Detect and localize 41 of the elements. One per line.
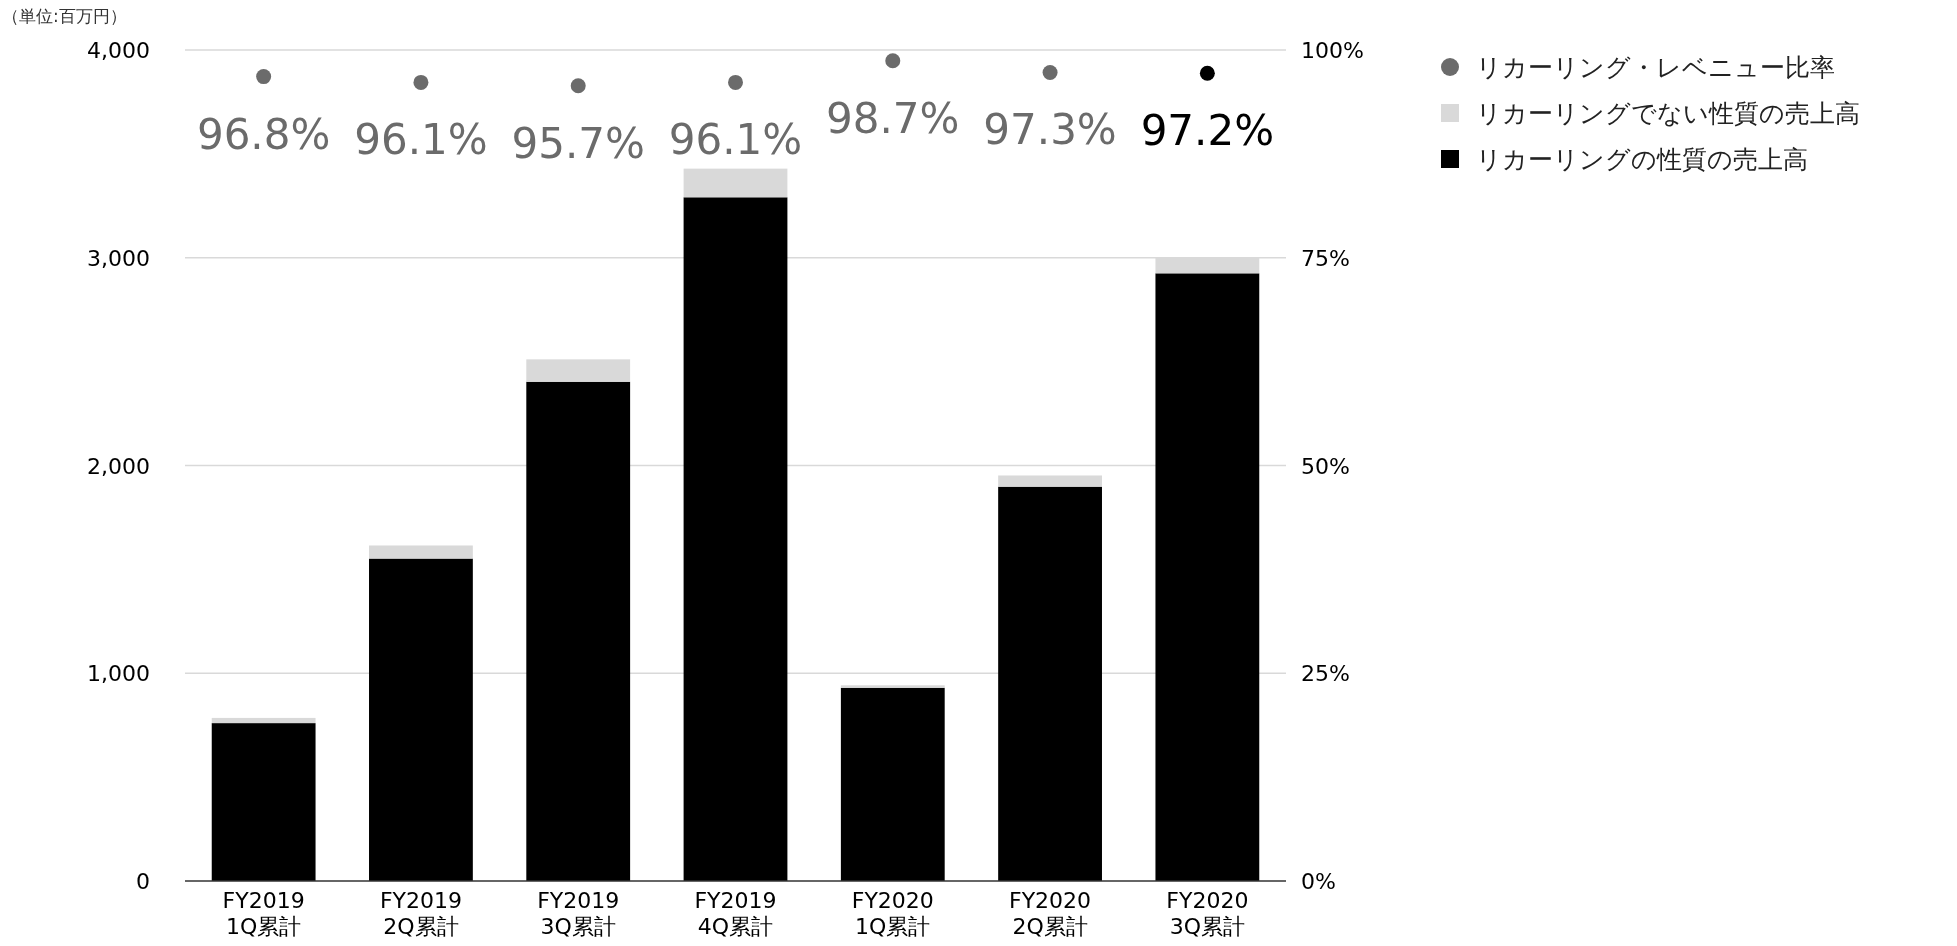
bar <box>211 723 316 881</box>
bar <box>526 381 631 881</box>
data-label: 97.2% <box>1140 106 1275 156</box>
data-label: 95.7% <box>511 118 645 168</box>
x-tick-label: FY2019 4Q累計 <box>694 888 777 939</box>
text: （単位:百万円） <box>2 6 127 26</box>
bar <box>840 685 945 688</box>
x-tick-label: FY2020 2Q累計 <box>1009 888 1092 939</box>
y2-tick-label: 50% <box>1301 453 1350 479</box>
y-tick-label: 4,000 <box>87 38 150 63</box>
y2-tick-label: 0% <box>1301 869 1336 894</box>
x-tick-label: FY2019 3Q累計 <box>537 888 620 939</box>
y2-tick-label: 100% <box>1301 38 1364 63</box>
bar <box>1155 273 1260 881</box>
y2-tick-label: 25% <box>1301 661 1350 687</box>
y-tick-label: 1,000 <box>87 661 150 687</box>
x-tick-label: FY2019 1Q累計 <box>222 888 305 939</box>
x-tick-label: FY2020 1Q累計 <box>851 888 934 939</box>
y-tick-label: 3,000 <box>87 245 150 271</box>
bar <box>998 475 1102 487</box>
bar <box>683 168 788 198</box>
y-tick-label: 0 <box>136 869 150 894</box>
bar <box>840 687 945 881</box>
data-label: 98.7% <box>826 93 960 143</box>
legend-label: リカーリング・レベニュー比率 <box>1476 53 1835 82</box>
x-tick-label: FY2019 2Q累計 <box>379 888 462 939</box>
x-tick-label: FY2020 3Q累計 <box>1166 888 1249 939</box>
bar <box>998 486 1102 881</box>
y2-tick-label: 75% <box>1301 245 1350 271</box>
bar <box>369 558 473 881</box>
data-label: 97.3% <box>983 105 1117 155</box>
data-label: 96.8% <box>196 109 331 159</box>
y-tick-label: 2,000 <box>87 453 150 479</box>
legend-label: リカーリングでない性質の売上高 <box>1476 99 1860 128</box>
data-label: 96.1% <box>668 115 803 165</box>
bar <box>211 717 316 724</box>
bar <box>369 545 473 559</box>
bar <box>526 359 631 382</box>
legend-label: リカーリングの性質の売上高 <box>1476 145 1808 174</box>
data-label: 96.1% <box>354 115 488 165</box>
bar <box>683 197 788 881</box>
